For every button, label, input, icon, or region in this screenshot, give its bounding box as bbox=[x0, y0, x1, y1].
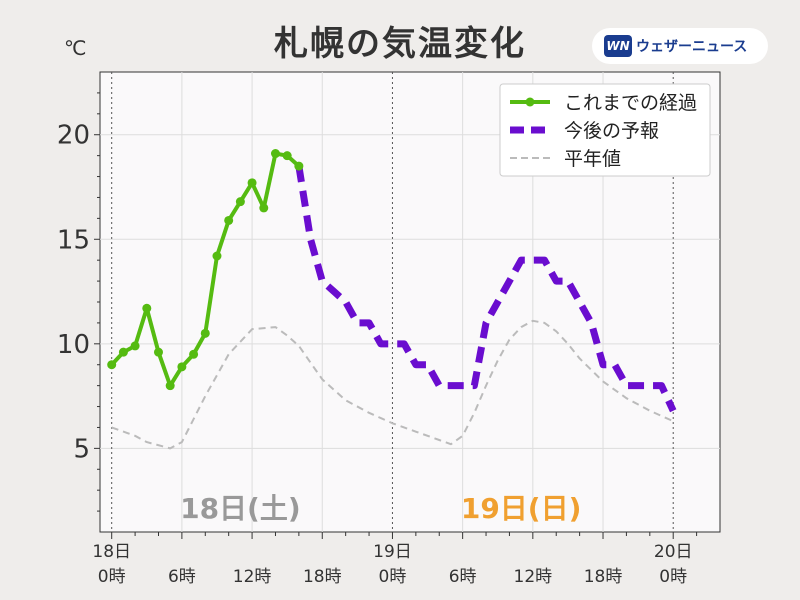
weathernews-logo: WN ウェザーニュース bbox=[592, 28, 768, 64]
data-point bbox=[177, 362, 187, 372]
y-tick-label: 5 bbox=[73, 434, 90, 464]
y-tick-label: 20 bbox=[57, 121, 90, 151]
data-point bbox=[165, 381, 175, 391]
data-point bbox=[224, 215, 234, 225]
data-point bbox=[153, 347, 163, 357]
x-tick-label-hour: 12時 bbox=[514, 567, 553, 587]
legend-label: 平年値 bbox=[564, 148, 621, 170]
x-tick-label-hour: 6時 bbox=[168, 567, 196, 587]
data-point bbox=[200, 328, 210, 338]
x-tick-label-hour: 0時 bbox=[379, 567, 407, 587]
data-point bbox=[259, 203, 269, 213]
data-point bbox=[235, 197, 245, 207]
x-tick-label-day: 19日 bbox=[373, 542, 412, 562]
x-tick-label-hour: 0時 bbox=[98, 567, 126, 587]
x-tick-label-hour: 18時 bbox=[584, 567, 623, 587]
data-point bbox=[107, 360, 117, 370]
x-tick-label-hour: 0時 bbox=[659, 567, 687, 587]
y-tick-label: 15 bbox=[57, 225, 90, 255]
data-point bbox=[142, 303, 152, 313]
day-label: 19日(日) bbox=[461, 492, 582, 525]
legend-box bbox=[499, 83, 711, 177]
x-tick-label-hour: 18時 bbox=[303, 567, 342, 587]
data-point bbox=[247, 178, 257, 188]
series-line bbox=[295, 165, 677, 413]
weathernews-logo-icon: WN bbox=[604, 35, 632, 57]
x-tick-label-day: 20日 bbox=[654, 542, 693, 562]
weathernews-logo-text: ウェザーニュース bbox=[636, 39, 748, 55]
chart-title: 札幌の気温変化 bbox=[274, 24, 526, 64]
data-point bbox=[212, 251, 222, 261]
legend-label: これまでの経過 bbox=[564, 92, 697, 114]
data-point bbox=[189, 349, 199, 359]
legend-label: 今後の予報 bbox=[564, 120, 659, 142]
data-point bbox=[282, 151, 292, 161]
x-tick-label-hour: 12時 bbox=[233, 567, 272, 587]
x-tick-label-hour: 6時 bbox=[449, 567, 477, 587]
y-axis-unit: ℃ bbox=[64, 36, 87, 60]
data-point bbox=[294, 161, 304, 171]
data-point bbox=[130, 341, 140, 351]
legend-swatch-marker bbox=[525, 97, 535, 107]
y-tick-label: 10 bbox=[57, 330, 90, 360]
x-tick-label-day: 18日 bbox=[92, 542, 131, 562]
data-point bbox=[118, 347, 128, 357]
day-label: 18日(土) bbox=[180, 492, 301, 525]
data-point bbox=[270, 149, 280, 159]
series-line bbox=[111, 319, 674, 450]
